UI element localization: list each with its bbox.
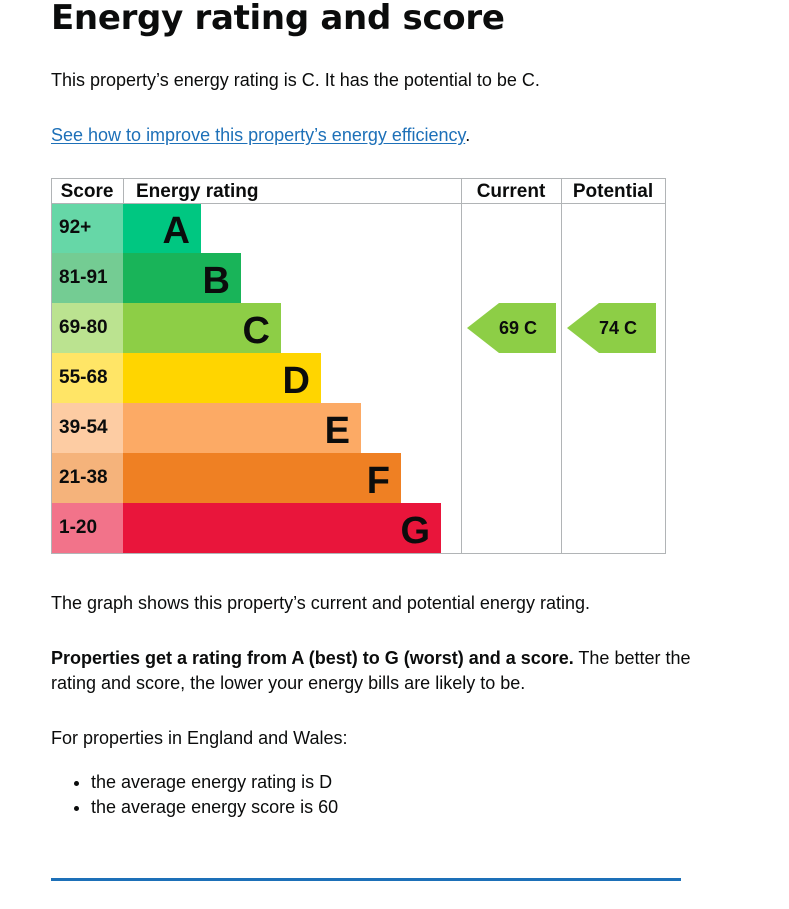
rating-letter-g: G [400, 510, 430, 552]
score-cell-f [51, 453, 123, 503]
score-range-b: 81-91 [59, 267, 108, 288]
table-border [51, 178, 666, 554]
rating-bar-c [123, 303, 281, 353]
current-arrow [467, 303, 556, 353]
rating-letter-c: C [243, 310, 270, 352]
rating-letter-f: F [367, 460, 390, 502]
potential-arrow [567, 303, 656, 353]
rating-bar-e [123, 403, 361, 453]
rating-summary: This property’s energy rating is C. It h… [51, 70, 540, 90]
rating-bar-d [123, 353, 321, 403]
average-list: the average energy rating is D the avera… [51, 770, 338, 820]
page-title: Energy rating and score [51, 0, 505, 38]
score-cell-a [51, 203, 123, 253]
rating-bar-b [123, 253, 241, 303]
improve-paragraph: See how to improve this property’s energ… [51, 123, 470, 148]
column-header-current: Current [477, 181, 546, 202]
score-range-g: 1-20 [59, 517, 97, 538]
average-rating-item: the average energy rating is D [91, 770, 338, 795]
score-range-c: 69-80 [59, 317, 108, 338]
rating-letter-a: A [163, 210, 190, 252]
current-rating-label: 69 C [499, 318, 537, 338]
score-range-d: 55-68 [59, 367, 108, 388]
rating-letter-e: E [325, 410, 350, 452]
score-cell-c [51, 303, 123, 353]
score-cell-b [51, 253, 123, 303]
graph-description: The graph shows this property’s current … [51, 593, 590, 613]
column-header-potential: Potential [573, 181, 653, 202]
section-divider [51, 878, 681, 881]
score-range-a: 92+ [59, 217, 91, 238]
link-suffix: . [465, 125, 471, 145]
rating-letter-b: B [203, 260, 230, 302]
score-cell-e [51, 403, 123, 453]
average-score-item: the average energy score is 60 [91, 795, 338, 820]
improve-efficiency-link[interactable]: See how to improve this property’s energ… [51, 125, 466, 145]
rating-scale-bold: Properties get a rating from A (best) to… [51, 648, 574, 668]
score-cell-d [51, 353, 123, 403]
score-range-e: 39-54 [59, 417, 108, 438]
rating-bar-a [123, 203, 201, 253]
potential-rating-label: 74 C [599, 318, 637, 338]
column-header-energy-rating: Energy rating [136, 181, 258, 202]
rating-letter-d: D [283, 360, 310, 402]
column-header-score: Score [61, 181, 114, 202]
rating-scale-explanation: Properties get a rating from A (best) to… [51, 646, 691, 696]
rating-bar-f [123, 453, 401, 503]
rating-scale-rest: The better the rating and score, the low… [51, 648, 691, 693]
rating-bar-g [123, 503, 441, 553]
average-heading: For properties in England and Wales: [51, 728, 348, 748]
score-cell-g [51, 503, 123, 553]
score-range-f: 21-38 [59, 467, 108, 488]
